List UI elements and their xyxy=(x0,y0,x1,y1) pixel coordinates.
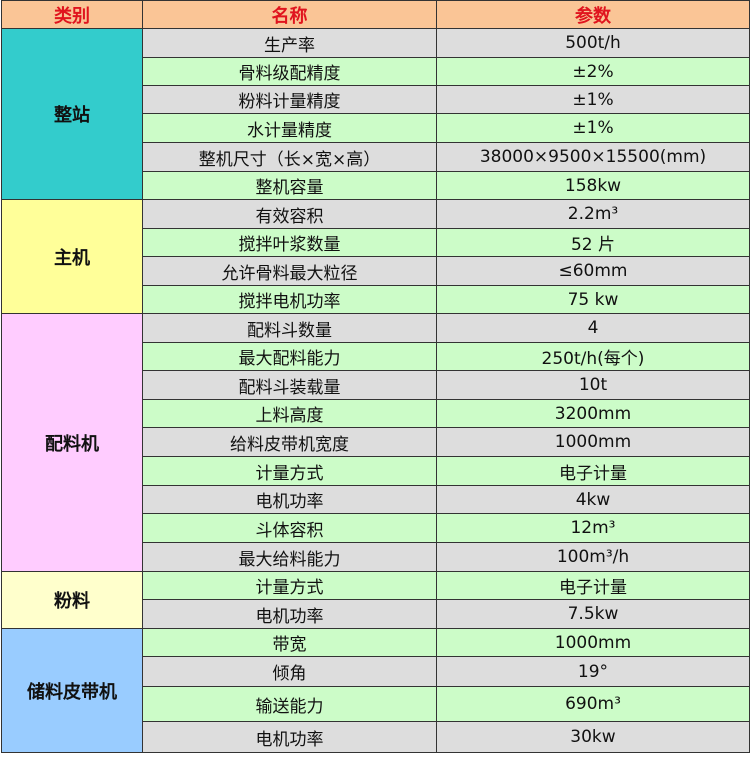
table-row: 骨料级配精度 ±2% xyxy=(2,57,750,86)
table-row: 电机功率 30kw xyxy=(2,721,750,753)
name-cell: 输送能力 xyxy=(142,686,437,722)
category-cell: 粉料 xyxy=(1,571,143,629)
name-cell: 配料斗装载量 xyxy=(142,370,437,400)
value-cell: ±1% xyxy=(436,85,750,114)
value-cell: 3200mm xyxy=(436,399,750,428)
name-cell: 带宽 xyxy=(142,628,437,657)
table-row: 粉料 计量方式 电子计量 xyxy=(1,571,750,629)
table-row: 电机功率 7.5kw xyxy=(2,599,750,629)
name-cell: 电机功率 xyxy=(142,485,437,514)
value-cell: 500t/h xyxy=(436,28,750,58)
name-cell: 整机尺寸（长×宽×高） xyxy=(142,142,437,172)
name-cell: 最大给料能力 xyxy=(142,542,437,572)
category-cell: 配料机 xyxy=(1,313,143,572)
value-cell: 38000×9500×15500(mm) xyxy=(436,142,750,172)
category-cell: 整站 xyxy=(1,28,143,200)
table-row: 允许骨料最大粒径 ≤60mm xyxy=(2,256,750,286)
header-params: 参数 xyxy=(436,0,750,29)
table-row: 储料皮带机 带宽 1000mm xyxy=(1,628,750,753)
value-cell: 1000mm xyxy=(436,427,750,457)
table-row: 主机 有效容积 2.2m³ xyxy=(1,199,750,314)
name-cell: 电机功率 xyxy=(142,599,437,629)
table-row: 搅拌电机功率 75 kw xyxy=(2,285,750,314)
table-row: 输送能力 690m³ xyxy=(2,686,750,722)
name-cell: 计量方式 xyxy=(142,456,437,486)
name-cell: 配料斗数量 xyxy=(142,313,437,343)
value-cell: 4 xyxy=(436,313,750,343)
value-cell: 52 片 xyxy=(436,228,750,257)
value-cell: 75 kw xyxy=(436,285,750,314)
value-cell: 4kw xyxy=(436,485,750,514)
name-cell: 最大配料能力 xyxy=(142,342,437,371)
value-cell: ±2% xyxy=(436,57,750,86)
value-cell: 19° xyxy=(436,656,750,687)
name-cell: 上料高度 xyxy=(142,399,437,428)
name-cell: 允许骨料最大粒径 xyxy=(142,256,437,286)
name-cell: 粉料计量精度 xyxy=(142,85,437,114)
value-cell: 电子计量 xyxy=(436,456,750,486)
table-row: 配料机 配料斗数量 4 xyxy=(1,313,750,572)
value-cell: 158kw xyxy=(436,171,750,200)
table-row: 倾角 19° xyxy=(2,656,750,687)
name-cell: 搅拌电机功率 xyxy=(142,285,437,314)
value-cell: 30kw xyxy=(436,721,750,753)
value-cell: 100m³/h xyxy=(436,542,750,572)
value-cell: 1000mm xyxy=(436,628,750,657)
table-row: 整站 生产率 500t/h xyxy=(1,28,750,200)
name-cell: 整机容量 xyxy=(142,171,437,200)
value-cell: ±1% xyxy=(436,113,750,143)
name-cell: 倾角 xyxy=(142,656,437,687)
value-cell: 10t xyxy=(436,370,750,400)
table-row: 斗体容积 12m³ xyxy=(2,513,750,543)
name-cell: 斗体容积 xyxy=(142,513,437,543)
name-cell: 骨料级配精度 xyxy=(142,57,437,86)
table-row: 最大给料能力 100m³/h xyxy=(2,542,750,572)
table-row: 整机容量 158kw xyxy=(2,171,750,200)
name-cell: 生产率 xyxy=(142,28,437,58)
table-row: 水计量精度 ±1% xyxy=(2,113,750,143)
value-cell: 2.2m³ xyxy=(436,199,750,229)
value-cell: ≤60mm xyxy=(436,256,750,286)
name-cell: 水计量精度 xyxy=(142,113,437,143)
value-cell: 电子计量 xyxy=(436,571,750,600)
value-cell: 690m³ xyxy=(436,686,750,722)
name-cell: 计量方式 xyxy=(142,571,437,600)
table-row: 上料高度 3200mm xyxy=(2,399,750,428)
header-name: 名称 xyxy=(142,0,437,29)
table-row: 整机尺寸（长×宽×高） 38000×9500×15500(mm) xyxy=(2,142,750,172)
value-cell: 12m³ xyxy=(436,513,750,543)
name-cell: 搅拌叶浆数量 xyxy=(142,228,437,257)
table-row: 计量方式 电子计量 xyxy=(2,456,750,486)
table-row: 配料斗装载量 10t xyxy=(2,370,750,400)
value-cell: 250t/h(每个) xyxy=(436,342,750,371)
category-cell: 主机 xyxy=(1,199,143,314)
header-row: 类别 名称 参数 xyxy=(1,0,750,29)
value-cell: 7.5kw xyxy=(436,599,750,629)
name-cell: 有效容积 xyxy=(142,199,437,229)
category-cell: 储料皮带机 xyxy=(1,628,143,753)
table-row: 搅拌叶浆数量 52 片 xyxy=(2,228,750,257)
header-category: 类别 xyxy=(1,0,143,29)
name-cell: 电机功率 xyxy=(142,721,437,753)
name-cell: 给料皮带机宽度 xyxy=(142,427,437,457)
table-row: 给料皮带机宽度 1000mm xyxy=(2,427,750,457)
